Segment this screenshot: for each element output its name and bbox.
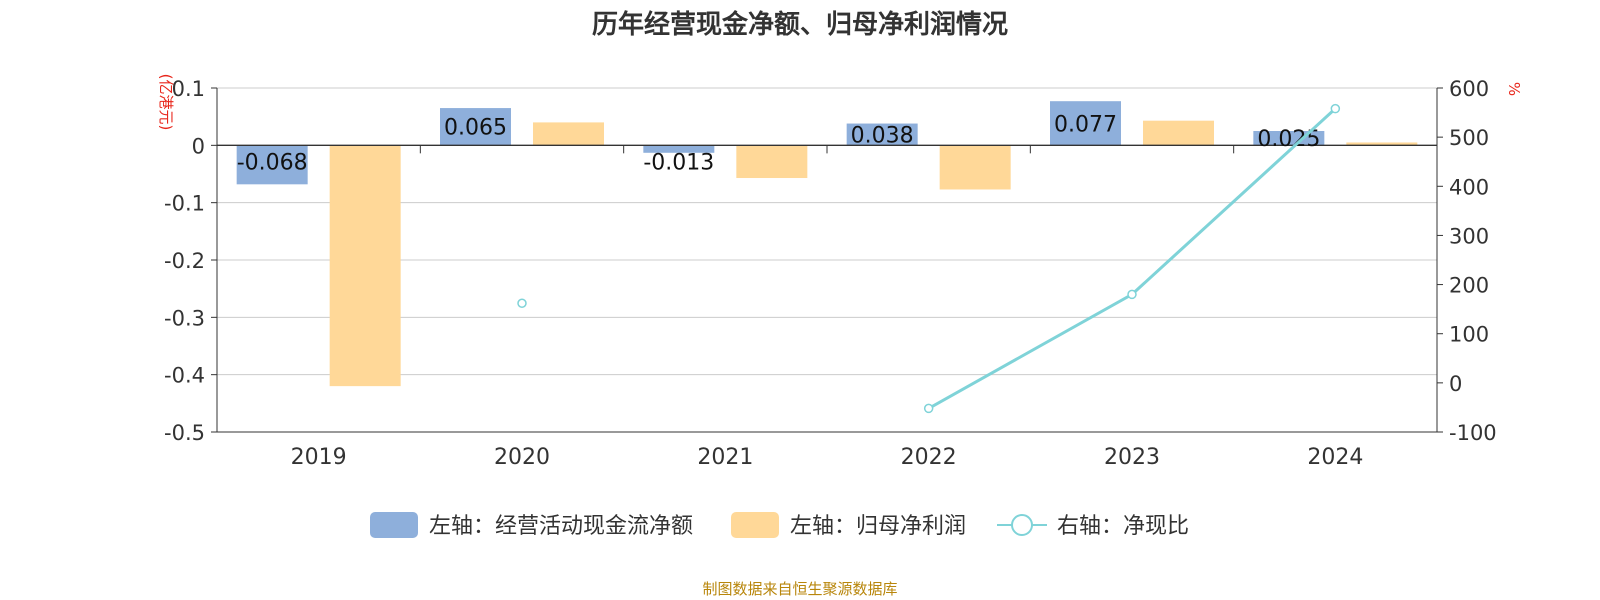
legend-swatch-net-profit (731, 512, 779, 538)
right-axis-unit: % (1505, 82, 1523, 96)
legend-label-operating-cash: 左轴：经营活动现金流净额 (429, 514, 693, 539)
source-footer: 制图数据来自恒生聚源数据库 (702, 580, 898, 598)
x-axis-tick-label: 2024 (1307, 445, 1363, 470)
x-axis-tick-label: 2022 (901, 445, 957, 470)
right-axis-tick-label: 200 (1449, 274, 1489, 298)
ratio-point (923, 403, 934, 414)
bar-operating-cash (846, 123, 918, 146)
ratio-point (1127, 289, 1137, 300)
bar-net-profit (1143, 120, 1214, 146)
left-axis-unit: (亿港元) (157, 74, 175, 131)
legend-label-ratio: 右轴：净现比 (1057, 514, 1189, 539)
bar-data-label: -0.068 (237, 150, 308, 175)
bar-operating-cash (643, 145, 715, 153)
left-axis-tick-label: -0.2 (164, 249, 205, 273)
ratio-point (1330, 103, 1341, 114)
bar-net-profit (1346, 142, 1418, 146)
x-axis-tick-label: 2020 (494, 445, 550, 470)
right-axis-tick-label: 0 (1449, 372, 1462, 396)
left-axis-tick-label: -0.5 (164, 421, 205, 445)
left-axis-tick-label: -0.1 (164, 192, 205, 216)
bar-operating-cash (236, 145, 308, 185)
right-axis-tick-label: 400 (1449, 175, 1489, 199)
bar-net-profit (533, 122, 604, 146)
bar-net-profit (736, 145, 808, 179)
left-axis-tick-label: 0.1 (172, 77, 205, 101)
bar-data-label: -0.013 (643, 150, 714, 175)
right-axis-tick-label: 300 (1449, 224, 1489, 248)
legend-marker-ratio (1011, 514, 1033, 536)
bar-data-label: 0.038 (851, 123, 914, 148)
right-axis-tick-label: 500 (1449, 126, 1489, 150)
x-axis-tick-label: 2019 (291, 445, 347, 470)
legend-label-net-profit: 左轴：归母净利润 (790, 514, 966, 539)
ratio-point (517, 298, 527, 308)
chart-title: 历年经营现金净额、归母净利润情况 (591, 10, 1008, 40)
bar-operating-cash (1050, 101, 1121, 146)
right-axis-tick-label: 600 (1449, 77, 1489, 101)
bar-data-label: 0.077 (1054, 112, 1117, 137)
x-axis-tick-label: 2023 (1104, 445, 1160, 470)
bar-net-profit (329, 145, 401, 387)
x-axis-tick-label: 2021 (697, 445, 753, 470)
right-axis-tick-label: 100 (1449, 323, 1489, 347)
left-axis-tick-label: -0.3 (164, 306, 205, 330)
left-axis-tick-label: -0.4 (164, 364, 205, 388)
bar-net-profit (939, 145, 1011, 190)
right-axis-tick-label: -100 (1449, 421, 1497, 445)
bar-data-label: 0.065 (444, 116, 507, 141)
legend-swatch-operating-cash (370, 512, 418, 538)
bar-operating-cash (440, 108, 511, 146)
left-axis-tick-label: 0 (192, 134, 205, 158)
